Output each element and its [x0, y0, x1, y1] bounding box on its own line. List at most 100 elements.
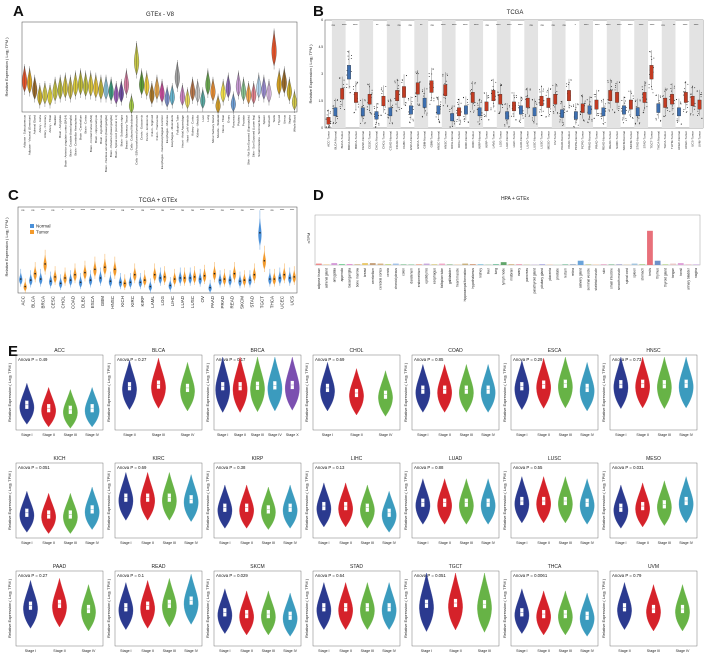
tcga-point [346, 74, 348, 76]
hpa-bar [616, 264, 623, 265]
tcga-point [471, 82, 473, 84]
tcga-point [481, 100, 482, 102]
tcga-point [373, 107, 375, 109]
tcga-box [690, 95, 695, 107]
tcga-point [673, 99, 675, 101]
tcga-point [364, 99, 366, 101]
stage-anova-label: Anova P = 0.0061 [513, 573, 548, 578]
gtex-tick-label: Heart - Atrial Appendage [180, 115, 184, 148]
gtex-tick-label: Esophagus - Mucosa [165, 115, 169, 144]
pair-tick-label: BRCA [40, 296, 45, 309]
tcga-point [347, 51, 349, 53]
stage-tick-label: Stage II [350, 433, 362, 437]
tcga-tick-label: KICH-Tumor [457, 131, 461, 148]
pair-tick-label: LGG [160, 296, 165, 306]
stage-tick-label: Stage I [615, 433, 626, 437]
stage-tick-label: Stage III [658, 541, 671, 545]
tcga-tick-label: BLCA-Normal [333, 131, 337, 150]
pair-significance: *** [101, 208, 105, 212]
tcga-point [686, 104, 688, 106]
pair-significance: **** [170, 208, 175, 212]
gtex-tick-label: Brain - Cortex [84, 115, 88, 134]
tcga-point [524, 114, 526, 116]
tcga-point [683, 109, 685, 111]
gtex-tick-label: Breast - Mammary Tissue [124, 115, 128, 150]
tcga-point [549, 89, 551, 90]
stage-ylabel: Relative Expression ( Log₂ TPM ) [205, 362, 210, 422]
tcga-box [539, 95, 544, 107]
tcga-tick-label: PCPG-Tumor [581, 131, 585, 149]
tcga-point [467, 101, 469, 103]
tcga-point [673, 85, 675, 87]
tcga-point [329, 112, 331, 114]
tcga-point [467, 122, 469, 124]
tcga-point [649, 51, 651, 53]
tcga-point [638, 117, 640, 119]
tcga-box [670, 94, 674, 105]
tcga-significance: ns [332, 23, 336, 27]
tcga-point [632, 98, 634, 99]
tcga-point [528, 115, 530, 117]
tcga-point [390, 100, 392, 102]
stage-plot-title: LUSC [548, 456, 562, 462]
tcga-point [563, 111, 565, 113]
tcga-box [663, 97, 668, 108]
tcga-tick-label: PRAD-Normal [588, 131, 592, 150]
stage-anova-label: Anova P = 0.55 [513, 465, 543, 470]
hpa-bar [362, 263, 368, 265]
tcga-point [570, 105, 572, 107]
panel-b-title: TCGA [507, 10, 524, 16]
panel-b-group-shade [606, 20, 621, 128]
stage-tick-label: Stage I [21, 433, 32, 437]
tcga-point [371, 92, 373, 94]
tcga-point [584, 100, 586, 102]
tcga-point [325, 126, 327, 128]
stage-tick-label: Stage IV [679, 433, 693, 437]
tcga-point [701, 118, 703, 119]
tcga-point [395, 109, 397, 111]
tcga-significance: **** [518, 23, 524, 27]
stage-tick-label: Stage II [42, 541, 54, 545]
tcga-box [436, 105, 441, 115]
tcga-point [357, 103, 359, 105]
tcga-point [676, 99, 677, 101]
tcga-point [552, 111, 554, 113]
tcga-point [476, 108, 478, 110]
tcga-point [442, 75, 444, 77]
pair-median [213, 272, 216, 275]
tcga-point [408, 111, 410, 113]
stage-plot-frame [213, 570, 302, 647]
tcga-point [546, 91, 548, 93]
stage-ylabel: Relative Expression ( Log₂ TPM ) [7, 362, 12, 422]
tcga-point [428, 76, 430, 77]
tcga-tick-label: GBM-Normal [423, 131, 427, 149]
tcga-point [418, 103, 420, 105]
tcga-tick-label: KIRC-Normal [464, 131, 468, 149]
stage-plot-title: LIHC [351, 456, 363, 462]
tcga-tick-label: COAD-Normal [388, 131, 392, 151]
tcga-tick-label: CESC-Tumor [368, 131, 372, 149]
stage-tick-label: Stage I [615, 541, 626, 545]
gtex-tick-label: Brain - Caudate (basal ganglia) [68, 115, 72, 157]
tcga-tick-label: READ-Tumor [608, 131, 612, 149]
tcga-box [677, 107, 681, 117]
pair-median [223, 278, 226, 280]
stage-tick-label: Stage I [516, 541, 527, 545]
tcga-point [610, 89, 612, 91]
tcga-point [701, 94, 703, 96]
hpa-tick-label: pancreas [525, 268, 529, 282]
tcga-point [556, 91, 558, 92]
tcga-box [464, 105, 468, 115]
tcga-point [460, 102, 462, 104]
pair-tick-label: UCEC [280, 295, 285, 309]
hpa-tick-label: adrenal gland [325, 268, 329, 288]
stage-plot-frame [411, 354, 500, 431]
tcga-point [430, 100, 432, 101]
tcga-significance: ** [420, 23, 423, 27]
tcga-point [598, 90, 600, 92]
tcga-box [326, 117, 331, 125]
stage-tick-label: Stage IV [580, 433, 594, 437]
tcga-point [615, 84, 616, 86]
tcga-point [689, 96, 691, 98]
pair-significance: *** [71, 208, 75, 212]
